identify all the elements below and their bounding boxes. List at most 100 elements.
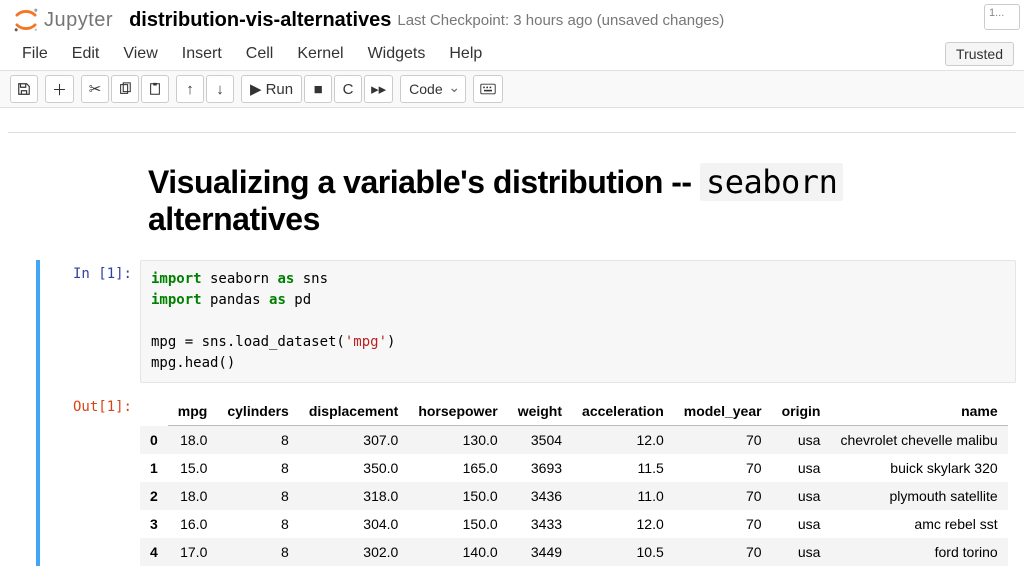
table-cell: 302.0 [299,538,408,566]
col-weight: weight [508,397,572,426]
menu-edit[interactable]: Edit [72,45,100,63]
table-row: 115.08350.0165.0369311.570usabuick skyla… [140,454,1008,482]
arrow-up-icon: ↑ [186,81,194,98]
table-cell: 307.0 [299,426,408,455]
table-cell: 12.0 [572,510,674,538]
table-row: 316.08304.0150.0343312.070usaamc rebel s… [140,510,1008,538]
table-cell: 8 [217,482,298,510]
move-up-button[interactable]: ↑ [176,75,204,103]
command-palette-button[interactable] [473,75,503,103]
table-cell: usa [772,482,831,510]
heading-code-span: seaborn [700,163,843,201]
table-cell: 8 [217,510,298,538]
table-cell: chevrolet chevelle malibu [830,426,1007,455]
restart-button[interactable]: C [334,75,362,103]
move-down-button[interactable]: ↓ [206,75,234,103]
run-button[interactable]: ▶ Run [241,75,302,103]
table-cell: 3433 [508,510,572,538]
save-icon [17,82,31,96]
col-model-year: model_year [674,397,772,426]
table-cell: 12.0 [572,426,674,455]
save-button[interactable] [10,75,38,103]
header: Jupyter distribution-vis-alternatives La… [0,0,1024,36]
code-cell-1[interactable]: In [1]: import seaborn as sns import pan… [36,260,1016,566]
menu-file[interactable]: File [22,45,48,63]
row-index: 2 [140,482,168,510]
col-horsepower: horsepower [408,397,507,426]
table-cell: usa [772,510,831,538]
menu-help[interactable]: Help [449,45,482,63]
col-name: name [830,397,1007,426]
table-cell: 318.0 [299,482,408,510]
row-index: 3 [140,510,168,538]
table-cell: 70 [674,454,772,482]
table-cell: 70 [674,538,772,566]
input-prompt: In [1]: [48,260,140,282]
trusted-badge[interactable]: Trusted [945,42,1014,66]
notebook-area: Visualizing a variable's distribution --… [0,108,1024,566]
table-cell: 3449 [508,538,572,566]
table-header-row: mpg cylinders displacement horsepower we… [140,397,1008,426]
row-index: 1 [140,454,168,482]
menubar: File Edit View Insert Cell Kernel Widget… [0,36,1024,70]
jupyter-logo-icon [12,6,40,34]
table-cell: 18.0 [168,426,218,455]
table-cell: 70 [674,426,772,455]
table-cell: amc rebel sst [830,510,1007,538]
jupyter-logo-text: Jupyter [44,9,113,32]
table-cell: 3436 [508,482,572,510]
plus-icon: ＋ [52,79,67,100]
table-cell: 3693 [508,454,572,482]
kernel-indicator-box[interactable]: 1... [984,4,1020,30]
run-label: Run [266,81,294,98]
table-cell: usa [772,538,831,566]
code-editor[interactable]: import seaborn as sns import pandas as p… [140,260,1016,383]
table-row: 417.08302.0140.0344910.570usaford torino [140,538,1008,566]
menu-view[interactable]: View [123,45,157,63]
cell-type-select[interactable]: Code [400,75,466,103]
table-cell: ford torino [830,538,1007,566]
table-cell: 16.0 [168,510,218,538]
col-mpg: mpg [168,397,218,426]
table-cell: usa [772,426,831,455]
table-cell: 150.0 [408,510,507,538]
row-index: 4 [140,538,168,566]
dataframe-table: mpg cylinders displacement horsepower we… [140,397,1008,566]
col-displacement: displacement [299,397,408,426]
markdown-heading[interactable]: Visualizing a variable's distribution --… [8,163,1016,238]
table-cell: 350.0 [299,454,408,482]
restart-run-all-button[interactable]: ▸▸ [364,75,393,103]
table-cell: plymouth satellite [830,482,1007,510]
table-cell: 70 [674,510,772,538]
table-cell: 8 [217,538,298,566]
cut-button[interactable]: ✂ [81,75,109,103]
copy-button[interactable] [111,75,139,103]
table-row: 018.08307.0130.0350412.070usachevrolet c… [140,426,1008,455]
menu-insert[interactable]: Insert [182,45,222,63]
table-cell: 11.5 [572,454,674,482]
table-row: 218.08318.0150.0343611.070usaplymouth sa… [140,482,1008,510]
table-cell: 15.0 [168,454,218,482]
col-acceleration: acceleration [572,397,674,426]
table-cell: 304.0 [299,510,408,538]
table-cell: 165.0 [408,454,507,482]
table-cell: usa [772,454,831,482]
play-icon: ▶ [250,80,262,98]
menu-kernel[interactable]: Kernel [297,45,343,63]
table-cell: 18.0 [168,482,218,510]
output-prompt: Out[1]: [48,393,140,415]
table-cell: 140.0 [408,538,507,566]
paste-button[interactable] [141,75,169,103]
menu-widgets[interactable]: Widgets [368,45,426,63]
menu-cell[interactable]: Cell [246,45,274,63]
notebook-name[interactable]: distribution-vis-alternatives [129,9,391,32]
table-cell: 17.0 [168,538,218,566]
interrupt-button[interactable]: ■ [304,75,332,103]
add-cell-button[interactable]: ＋ [45,75,74,103]
jupyter-logo[interactable]: Jupyter [12,6,113,34]
row-index: 0 [140,426,168,455]
output-area: mpg cylinders displacement horsepower we… [140,393,1016,566]
keyboard-icon [480,83,496,95]
heading-text-post: alternatives [148,201,320,237]
table-cell: 8 [217,454,298,482]
